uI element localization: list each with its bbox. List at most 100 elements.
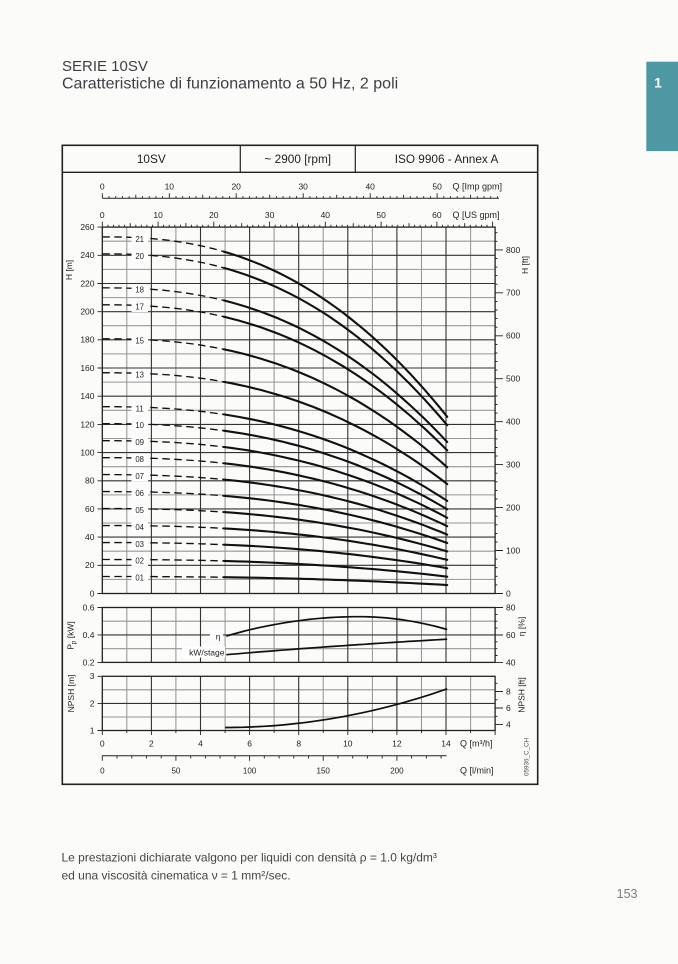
- svg-text:11: 11: [136, 404, 144, 413]
- svg-text:20: 20: [231, 182, 241, 192]
- svg-text:20: 20: [85, 560, 95, 570]
- svg-text:180: 180: [80, 335, 94, 345]
- svg-text:50: 50: [171, 766, 180, 775]
- svg-text:600: 600: [506, 331, 520, 341]
- svg-text:17: 17: [135, 303, 144, 312]
- svg-text:~ 2900 [rpm]: ~ 2900 [rpm]: [265, 152, 332, 166]
- svg-text:40: 40: [321, 210, 331, 220]
- svg-text:160: 160: [80, 363, 94, 373]
- svg-text:260: 260: [80, 222, 94, 232]
- svg-text:10: 10: [343, 739, 353, 749]
- svg-text:20: 20: [135, 252, 144, 261]
- svg-text:0: 0: [100, 739, 105, 749]
- svg-text:4: 4: [506, 720, 511, 730]
- svg-text:0.6: 0.6: [83, 602, 95, 612]
- svg-text:0: 0: [100, 182, 105, 192]
- svg-text:150: 150: [317, 766, 331, 775]
- svg-text:06: 06: [135, 489, 144, 498]
- svg-text:2: 2: [149, 739, 154, 749]
- svg-text:10: 10: [153, 210, 163, 220]
- svg-text:4: 4: [198, 739, 203, 749]
- svg-text:Q [US gpm]: Q [US gpm]: [453, 210, 500, 220]
- svg-text:0: 0: [90, 588, 95, 598]
- svg-text:120: 120: [80, 419, 94, 429]
- svg-text:1: 1: [90, 725, 95, 735]
- svg-text:SERIE 10SV: SERIE 10SV: [62, 58, 148, 75]
- svg-text:30: 30: [298, 182, 308, 192]
- svg-text:200: 200: [506, 503, 520, 513]
- svg-text:14: 14: [441, 739, 451, 749]
- svg-text:3: 3: [90, 671, 95, 681]
- svg-text:07: 07: [135, 472, 144, 481]
- svg-text:NPSH [m]: NPSH [m]: [66, 675, 76, 713]
- svg-text:80: 80: [85, 476, 95, 486]
- svg-text:20: 20: [209, 210, 219, 220]
- svg-text:1: 1: [654, 76, 662, 91]
- svg-text:12: 12: [392, 739, 402, 749]
- svg-text:Caratteristiche di funzionamen: Caratteristiche di funzionamento a 50 Hz…: [62, 75, 398, 92]
- svg-text:ISO 9906 - Annex A: ISO 9906 - Annex A: [395, 152, 499, 166]
- svg-text:Q [m³/h]: Q [m³/h]: [460, 739, 493, 749]
- svg-text:21: 21: [135, 235, 144, 244]
- svg-text:05936_C_CH: 05936_C_CH: [524, 737, 531, 776]
- svg-text:50: 50: [432, 182, 442, 192]
- svg-text:700: 700: [506, 288, 520, 298]
- svg-text:500: 500: [506, 374, 520, 384]
- svg-text:6: 6: [247, 739, 252, 749]
- svg-text:Q [Imp gpm]: Q [Imp gpm]: [453, 182, 503, 192]
- svg-text:kW/stage: kW/stage: [189, 647, 225, 657]
- svg-text:ed una viscosità cinematica ν: ed una viscosità cinematica ν = 1 mm²/se…: [62, 869, 291, 883]
- svg-text:08: 08: [135, 455, 144, 464]
- svg-text:140: 140: [80, 391, 94, 401]
- svg-text:10: 10: [165, 182, 175, 192]
- svg-text:0: 0: [100, 766, 105, 775]
- svg-text:50: 50: [376, 210, 386, 220]
- svg-text:10: 10: [135, 421, 144, 430]
- svg-text:40: 40: [365, 182, 375, 192]
- svg-text:NPSH [ft]: NPSH [ft]: [517, 677, 527, 712]
- svg-text:0: 0: [100, 210, 105, 220]
- svg-text:400: 400: [506, 417, 520, 427]
- svg-text:Q [l/min]: Q [l/min]: [460, 765, 494, 775]
- svg-text:03: 03: [135, 540, 144, 549]
- svg-text:8: 8: [506, 686, 511, 696]
- svg-text:10SV: 10SV: [137, 152, 166, 166]
- svg-text:15: 15: [135, 337, 144, 346]
- svg-text:100: 100: [243, 766, 257, 775]
- svg-text:200: 200: [390, 766, 404, 775]
- svg-text:η [%]: η [%]: [517, 617, 527, 636]
- svg-text:80: 80: [506, 602, 516, 612]
- svg-text:100: 100: [80, 448, 94, 458]
- svg-text:01: 01: [135, 574, 144, 583]
- svg-text:0: 0: [506, 588, 511, 598]
- svg-text:40: 40: [506, 657, 516, 667]
- svg-text:100: 100: [506, 545, 520, 555]
- svg-text:0.2: 0.2: [83, 657, 95, 667]
- svg-text:6: 6: [506, 703, 511, 713]
- svg-text:05: 05: [135, 506, 144, 515]
- svg-text:60: 60: [85, 504, 95, 514]
- svg-text:13: 13: [135, 370, 144, 379]
- svg-text:η: η: [216, 631, 221, 641]
- svg-text:200: 200: [80, 307, 94, 317]
- svg-text:300: 300: [506, 460, 520, 470]
- svg-text:220: 220: [80, 278, 94, 288]
- svg-text:800: 800: [506, 245, 520, 255]
- svg-text:H [ft]: H [ft]: [520, 256, 530, 274]
- svg-text:Le prestazioni dichiarate valg: Le prestazioni dichiarate valgono per li…: [62, 851, 437, 865]
- svg-text:8: 8: [296, 739, 301, 749]
- svg-text:240: 240: [80, 250, 94, 260]
- svg-text:H [m]: H [m]: [64, 260, 74, 280]
- svg-text:60: 60: [432, 210, 442, 220]
- svg-text:60: 60: [506, 630, 516, 640]
- svg-text:153: 153: [617, 887, 638, 901]
- svg-text:2: 2: [90, 698, 95, 708]
- svg-text:02: 02: [135, 557, 144, 566]
- svg-text:0.4: 0.4: [83, 630, 95, 640]
- svg-text:40: 40: [85, 532, 95, 542]
- svg-text:09: 09: [135, 438, 144, 447]
- svg-text:Pp [kW]: Pp [kW]: [66, 621, 78, 649]
- svg-text:30: 30: [265, 210, 275, 220]
- svg-text:18: 18: [135, 286, 144, 295]
- svg-text:04: 04: [135, 523, 144, 532]
